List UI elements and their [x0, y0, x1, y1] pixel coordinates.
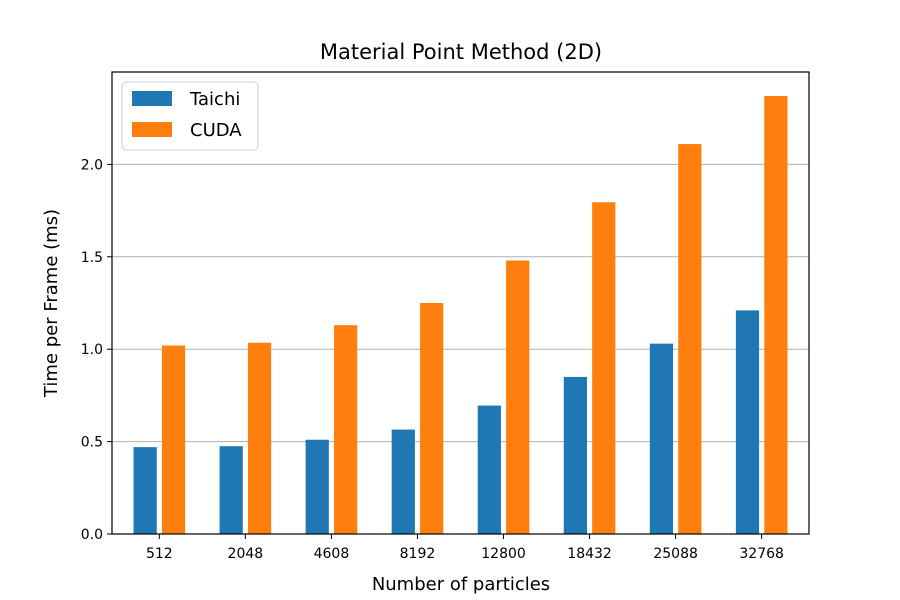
y-tick-label: 1.5	[81, 250, 103, 266]
bar-taichi-18432	[563, 376, 587, 534]
bar-taichi-512	[133, 447, 157, 534]
bar-taichi-4608	[305, 439, 329, 534]
y-tick-label: 0.5	[81, 435, 103, 451]
y-axis-label: Time per Frame (ms)	[41, 209, 62, 398]
y-tick-label: 0.0	[81, 527, 103, 543]
x-tick-label: 4608	[314, 546, 350, 562]
bar-taichi-32768	[735, 310, 760, 534]
legend-swatch-cuda	[132, 122, 172, 137]
bars	[133, 96, 788, 535]
legend-label-taichi: Taichi	[189, 89, 240, 110]
bar-taichi-12800	[477, 405, 501, 534]
bar-cuda-12800	[506, 260, 530, 534]
bar-cuda-25088	[678, 144, 702, 534]
bar-taichi-8192	[391, 429, 415, 534]
bar-cuda-2048	[247, 342, 272, 534]
legend-swatch-taichi	[132, 91, 172, 106]
legend-label-cuda: CUDA	[190, 120, 242, 141]
bar-cuda-8192	[420, 303, 444, 534]
bar-cuda-512	[161, 345, 186, 534]
chart-title: Material Point Method (2D)	[320, 40, 602, 64]
bar-taichi-2048	[219, 446, 243, 534]
x-tick-label: 32768	[739, 546, 784, 562]
y-tick-label: 1.0	[81, 342, 103, 358]
x-tick-label: 12800	[481, 546, 526, 562]
x-tick-label: 512	[146, 546, 173, 562]
bar-cuda-18432	[592, 202, 616, 534]
x-tick-label: 25088	[653, 546, 698, 562]
legend: Taichi CUDA	[121, 81, 259, 151]
bar-cuda-32768	[764, 96, 788, 535]
x-axis-label: Number of particles	[372, 574, 550, 595]
x-axis-ticks: 512 2048 4608 8192 12800 18432 25088 32768	[146, 534, 784, 562]
x-tick-label: 2048	[228, 546, 264, 562]
x-tick-label: 8192	[400, 546, 436, 562]
x-tick-label: 18432	[567, 546, 612, 562]
gridlines	[112, 163, 809, 443]
y-axis-ticks: 0.0 0.5 1.0 1.5 2.0	[81, 157, 112, 543]
y-tick-label: 2.0	[81, 157, 103, 173]
bar-cuda-4608	[334, 325, 358, 534]
plot-frame	[111, 71, 810, 535]
bar-taichi-25088	[649, 343, 674, 534]
